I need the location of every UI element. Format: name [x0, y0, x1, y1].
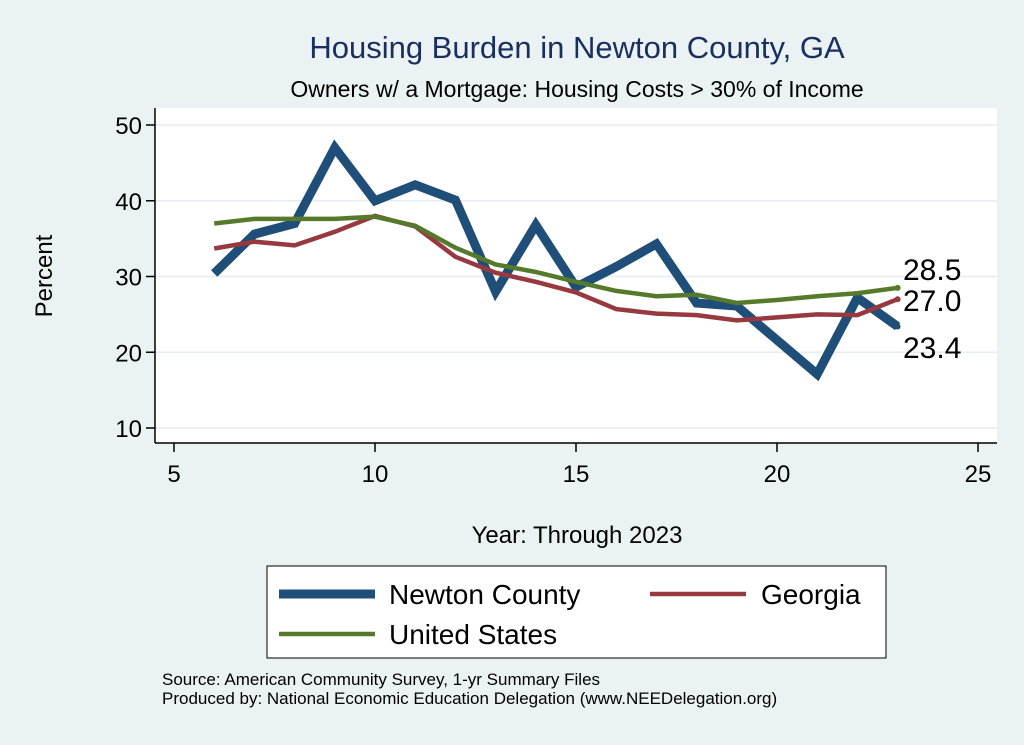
end-label-newton-county: 23.4 [903, 332, 961, 365]
legend-label-united-states: United States [389, 619, 557, 650]
x-tick-label: 20 [764, 461, 791, 488]
x-tick-label: 5 [167, 461, 180, 488]
legend: Newton County Georgia United States [266, 565, 887, 659]
grid-lines [155, 124, 997, 429]
y-tick-label: 40 [115, 189, 142, 216]
end-marker-georgia [894, 296, 901, 303]
y-tick-label: 10 [115, 416, 142, 443]
axes: 10 20 30 40 50 5 10 15 20 25 [115, 108, 997, 488]
series-line-newton-county [211, 139, 901, 382]
series-lines [211, 139, 901, 382]
legend-label-newton-county: Newton County [389, 579, 580, 610]
chart-title: Housing Burden in Newton County, GA [309, 30, 845, 65]
y-tick-label: 20 [115, 340, 142, 367]
legend-label-georgia: Georgia [761, 579, 861, 610]
x-tick-label: 10 [362, 461, 389, 488]
x-tick-label: 25 [965, 461, 992, 488]
legend-box [266, 565, 887, 659]
series-line-georgia [213, 213, 899, 323]
y-tick-label: 50 [115, 113, 142, 140]
end-marker-united-states [894, 284, 901, 291]
end-label-united-states: 28.5 [903, 254, 961, 287]
end-label-georgia: 27.0 [903, 285, 961, 318]
x-axis-label: Year: Through 2023 [472, 522, 683, 549]
y-axis-label: Percent [31, 234, 58, 317]
source-note: Source: American Community Survey, 1-yr … [162, 670, 601, 689]
y-tick-label: 30 [115, 265, 142, 292]
produced-by-note: Produced by: National Economic Education… [162, 689, 778, 708]
plot-area [155, 108, 997, 443]
chart-subtitle: Owners w/ a Mortgage: Housing Costs > 30… [290, 76, 863, 102]
x-tick-label: 15 [563, 461, 590, 488]
series-line-united-states [213, 214, 898, 306]
end-labels: 23.4 27.028.5 [894, 254, 961, 365]
chart-notes: Source: American Community Survey, 1-yr … [162, 670, 777, 708]
end-marker-newton-county [894, 323, 901, 330]
